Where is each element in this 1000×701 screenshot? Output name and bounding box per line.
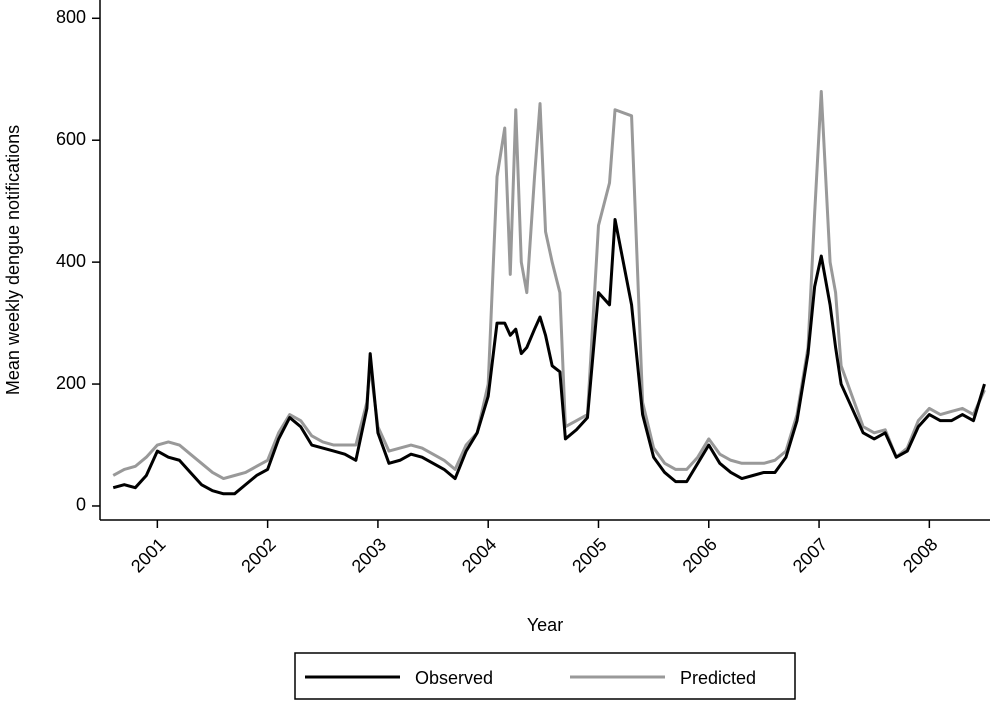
y-tick-label: 0 <box>76 495 86 515</box>
x-tick-label: 2001 <box>127 534 169 576</box>
y-tick-label: 200 <box>56 373 86 393</box>
x-tick-label: 2004 <box>458 534 500 576</box>
y-tick-label: 400 <box>56 251 86 271</box>
y-axis-label: Mean weekly dengue notifications <box>3 125 23 395</box>
series-line <box>112 217 986 496</box>
x-axis-label: Year <box>527 615 563 635</box>
x-tick-label: 2007 <box>789 534 831 576</box>
x-tick-label: 2003 <box>348 534 390 576</box>
legend-box <box>294 652 796 700</box>
series-line <box>112 89 986 481</box>
legend-label: Observed <box>415 668 493 688</box>
x-tick-label: 2005 <box>568 534 610 576</box>
y-tick-label: 600 <box>56 129 86 149</box>
x-tick-label: 2002 <box>237 534 279 576</box>
x-tick-label: 2006 <box>679 534 721 576</box>
legend-label: Predicted <box>680 668 756 688</box>
y-tick-label: 800 <box>56 7 86 27</box>
x-tick-label: 2008 <box>899 534 941 576</box>
